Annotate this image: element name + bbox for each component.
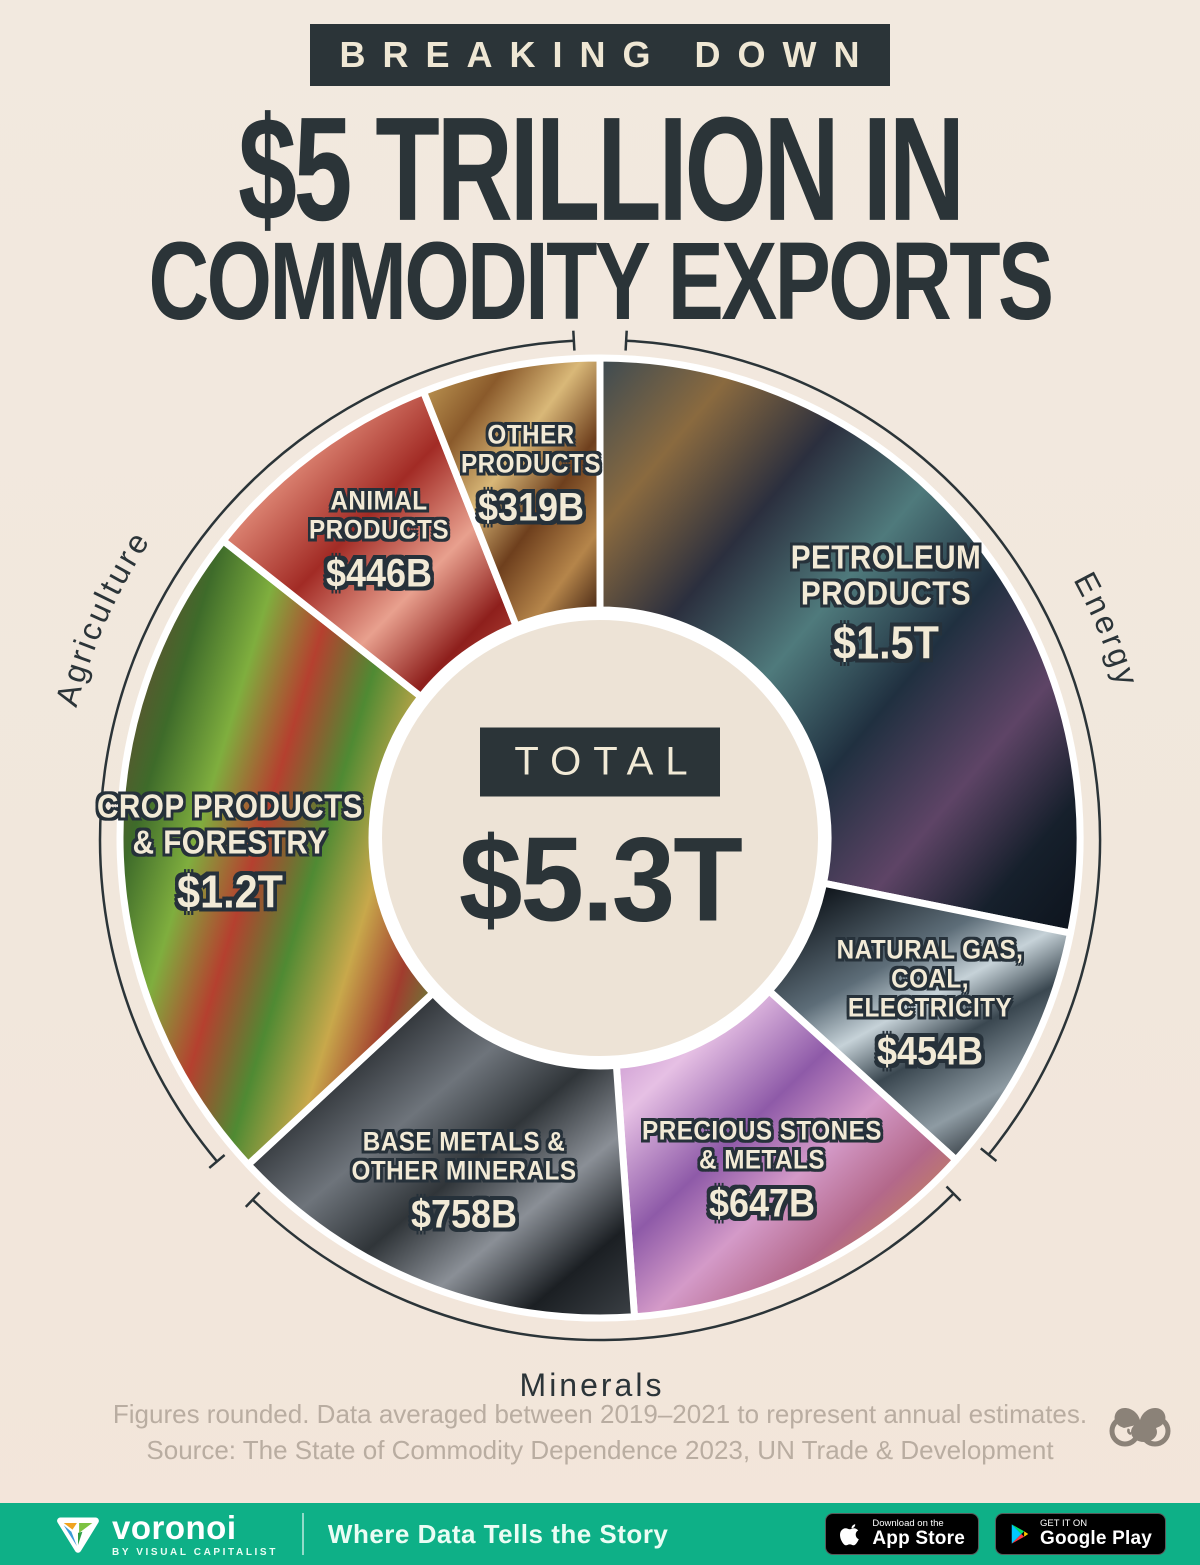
store-badges: Download on the App Store GET IT ON Goog…	[825, 1513, 1166, 1555]
brand-name: voronoi	[112, 1508, 237, 1546]
voronoi-brand[interactable]: voronoi BY VISUAL CAPITALIST	[56, 1511, 278, 1558]
google-play-line1: GET IT ON	[1039, 1518, 1088, 1530]
google-play-icon	[1011, 1524, 1029, 1544]
page-title-line1: $5 TRILLION IN	[238, 86, 965, 252]
tagline: Where Data Tells the Story	[327, 1518, 669, 1549]
google-play-line2: Google Play	[1039, 1528, 1152, 1550]
footnote-line1: Figures rounded. Data averaged between 2…	[112, 1399, 1088, 1429]
tick-minerals-start	[945, 1185, 962, 1202]
page-title-line2: COMMODITY EXPORTS	[148, 220, 1054, 344]
google-play-badge[interactable]: GET IT ON Google Play	[994, 1513, 1166, 1555]
group-label-minerals: Minerals	[520, 1367, 665, 1403]
tick-energy-end	[980, 1147, 998, 1162]
total-label: TOTAL	[480, 727, 720, 797]
arc-agriculture	[98, 339, 574, 1163]
google-play-text: GET IT ON Google Play	[1040, 1519, 1152, 1549]
app-store-text: Download on the App Store	[872, 1519, 965, 1549]
voronoi-logo-icon	[57, 1517, 99, 1553]
arc-minerals	[251, 1192, 955, 1342]
footnote-line2: Source: The State of Commodity Dependenc…	[146, 1435, 1054, 1466]
kicker-badge: BREAKING DOWN	[309, 24, 891, 86]
header: BREAKING DOWN $5 TRILLION IN COMMODITY E…	[0, 0, 1200, 337]
bar-divider	[301, 1513, 304, 1555]
app-store-line2: App Store	[872, 1528, 965, 1550]
arc-energy	[626, 339, 1102, 1156]
tick-top-right	[624, 330, 628, 351]
tick-top-left	[572, 330, 576, 351]
brand-text: voronoi BY VISUAL CAPITALIST	[112, 1511, 278, 1558]
tick-agriculture-start	[208, 1154, 226, 1169]
artist-logo-icon	[1109, 1407, 1171, 1447]
footnote: Figures rounded. Data averaged between 2…	[0, 1396, 1200, 1469]
total-value: $5.3T	[458, 812, 743, 947]
group-label-energy: Energy	[1067, 566, 1146, 692]
tick-minerals-end	[244, 1191, 261, 1208]
apple-icon	[840, 1524, 860, 1546]
brand-subtitle: BY VISUAL CAPITALIST	[112, 1546, 278, 1558]
app-store-line1: Download on the	[872, 1518, 944, 1530]
app-store-badge[interactable]: Download on the App Store	[825, 1513, 979, 1555]
footer-bar: voronoi BY VISUAL CAPITALIST Where Data …	[0, 1503, 1200, 1565]
group-label-agriculture: Agriculture	[48, 523, 157, 710]
donut-hole	[370, 608, 830, 1068]
chart-center: TOTAL $5.3T	[390, 727, 810, 949]
